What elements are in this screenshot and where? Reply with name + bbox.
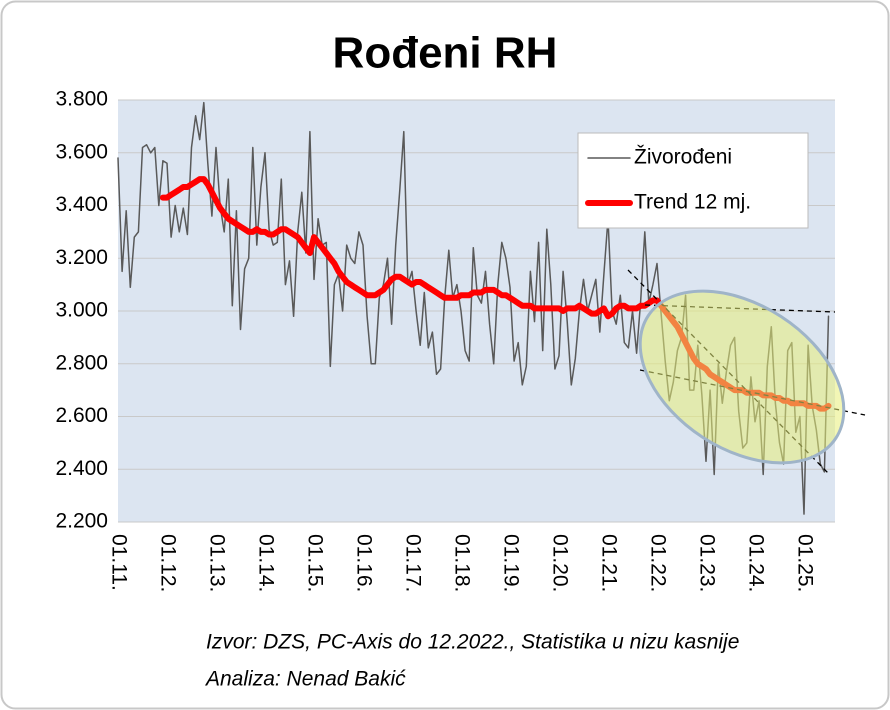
y-tick-label: 3.800 [55,88,108,111]
x-tick-label: 01.11. [107,534,130,591]
y-tick-label: 3.200 [55,246,108,269]
x-tick-label: 01.22. [646,534,669,592]
x-tick-label: 01.13. [205,534,228,592]
legend-label: Živorođeni [634,146,732,169]
x-tick-label: 01.19. [499,534,522,592]
x-tick-label: 01.21. [597,534,620,592]
x-tick-label: 01.23. [695,534,718,592]
highlight-ellipse [638,289,846,465]
x-tick-label: 01.14. [254,534,277,592]
y-tick-label: 2.800 [55,351,108,374]
x-tick-label: 01.17. [401,534,424,592]
x-tick-label: 01.12. [156,534,179,592]
x-tick-label: 01.16. [352,534,375,592]
legend-label: Trend 12 mj. [634,191,751,214]
x-tick-label: 01.24. [744,534,767,592]
x-tick-label: 01.20. [548,534,571,592]
y-tick-label: 3.400 [55,193,108,216]
y-tick-label: 3.000 [55,299,108,322]
x-tick-label: 01.15. [303,534,326,592]
legend-box [577,132,809,229]
x-tick-label: 01.18. [450,534,473,592]
chart-title: Rođeni RH [333,29,558,78]
y-tick-label: 3.600 [55,140,108,163]
x-tick-label: 01.25. [793,534,816,592]
source-note: Izvor: DZS, PC-Axis do 12.2022., Statist… [206,631,739,654]
y-tick-label: 2.600 [55,404,108,427]
y-tick-label: 2.400 [55,457,108,480]
y-tick-label: 2.200 [55,510,108,533]
author-note: Analiza: Nenad Bakić [204,668,406,691]
